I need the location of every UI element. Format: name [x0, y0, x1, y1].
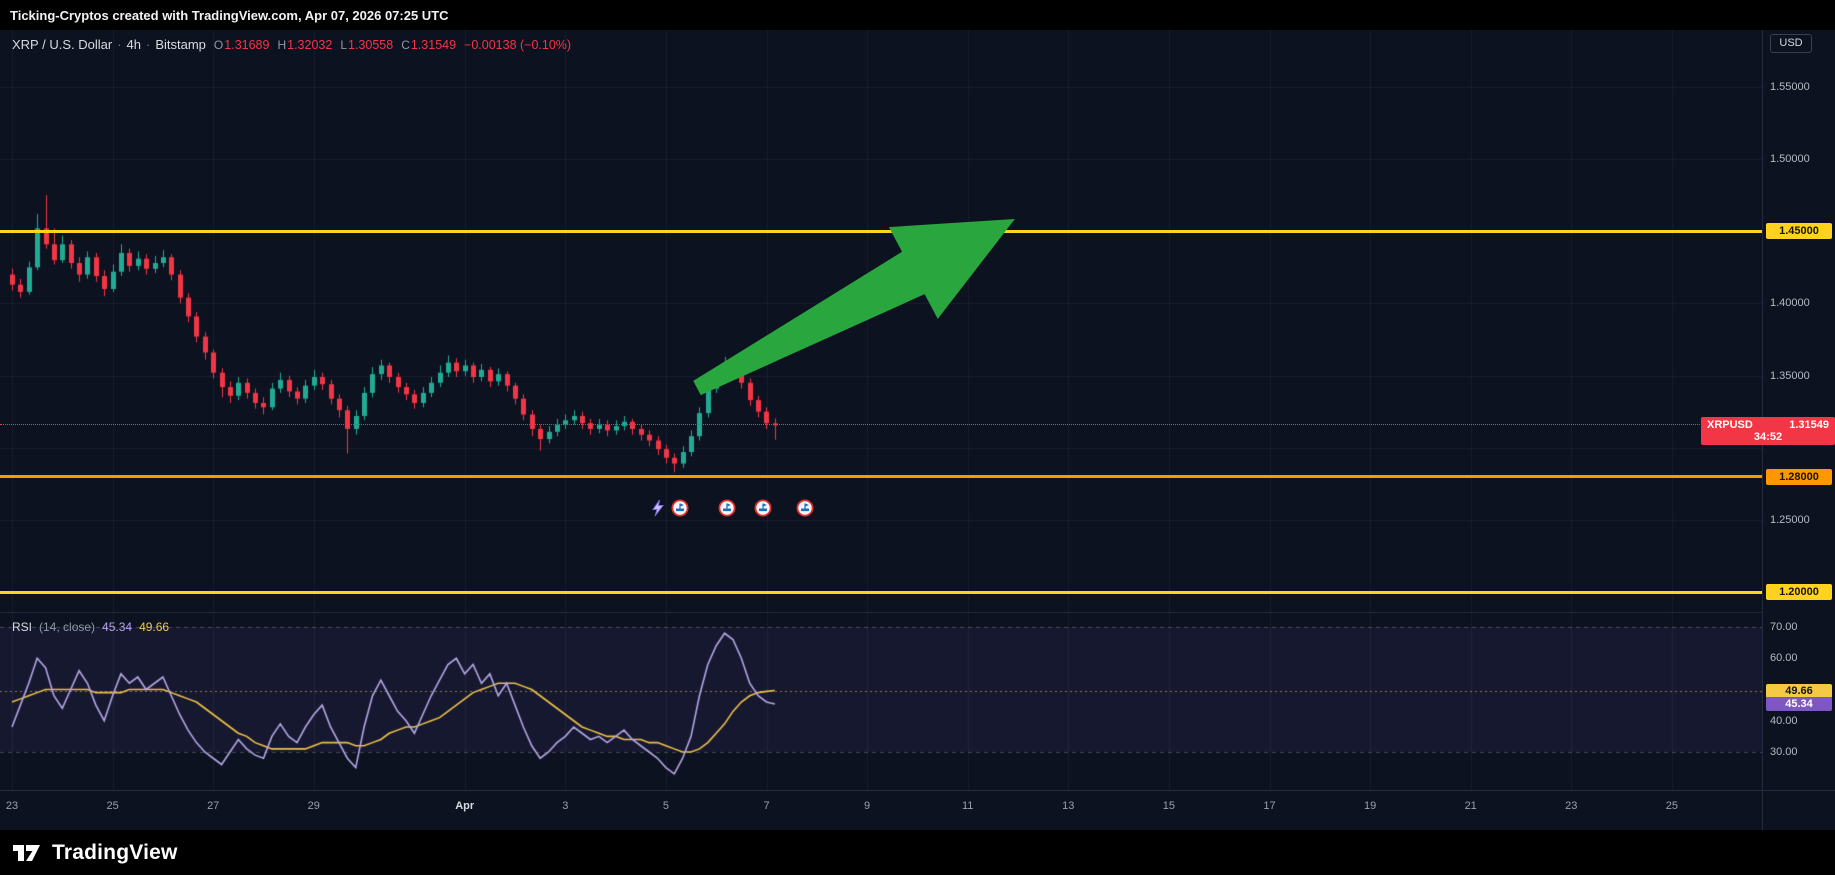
time-axis[interactable]: 23 25 27 29 Apr 3 5 7 9 11 13 15 17 19 21 23 25: [0, 790, 1835, 830]
open-value: 1.31689: [224, 38, 270, 52]
chart-canvas[interactable]: [0, 30, 1762, 790]
rsi-tick-label: 30.00: [1770, 746, 1798, 758]
rsi-title[interactable]: RSI: [12, 620, 33, 634]
brand-name: TradingView: [52, 840, 178, 864]
open-label: O: [213, 38, 224, 52]
rsi-value: 45.34: [102, 620, 133, 634]
level-price-badge: 1.28000: [1766, 468, 1832, 485]
price-tick-label: 1.25000: [1770, 513, 1810, 526]
level-price-badge: 1.45000: [1766, 223, 1832, 240]
time-tick-label: 7: [763, 800, 770, 812]
rsi-value-badge: 49.66: [1766, 683, 1832, 698]
time-tick-label: 13: [1062, 800, 1075, 812]
price-tick-label: 1.50000: [1770, 153, 1810, 166]
current-price-line[interactable]: [0, 424, 1762, 426]
bar-countdown: 34:52: [1753, 431, 1783, 444]
ship-marker-icon[interactable]: [754, 499, 772, 517]
ship-marker-icon[interactable]: [718, 499, 736, 517]
pane-separator[interactable]: [0, 612, 1762, 613]
level-price-badge: 1.20000: [1766, 584, 1832, 600]
current-price-symbol: XRPUSD: [1707, 419, 1753, 432]
interval-label[interactable]: 4h: [126, 37, 141, 52]
price-scale[interactable]: USD 1.45000 1.28000 1.20000 1.55000 1.50000 1…: [1762, 30, 1835, 830]
currency-toggle-button[interactable]: USD: [1770, 34, 1812, 53]
close-value: 1.31549: [410, 38, 457, 52]
ship-marker-icon[interactable]: [796, 499, 814, 517]
low-value: 1.30558: [348, 38, 394, 52]
time-tick-label: 27: [207, 800, 220, 812]
close-label: C: [401, 38, 410, 52]
snapshot-caption: Ticking-Cryptos created with TradingView…: [10, 7, 449, 23]
low-label: L: [340, 38, 347, 52]
time-tick-label: 25: [1665, 800, 1679, 812]
time-tick-label: 3: [562, 800, 569, 812]
rsi-ma-value: 49.66: [139, 620, 170, 634]
high-label: H: [277, 38, 287, 52]
time-tick-label: Apr: [455, 800, 475, 812]
rsi-value-badge: 45.34: [1766, 697, 1832, 712]
price-tick-label: 1.40000: [1770, 297, 1810, 310]
level-line-1.45000[interactable]: [0, 229, 1762, 233]
symbol-title[interactable]: XRP / U.S. Dollar: [12, 37, 113, 52]
time-tick-label: 15: [1162, 800, 1176, 812]
current-price-badge: XRPUSD 1.31549 34:52: [1701, 417, 1835, 446]
rsi-tick-label: 70.00: [1770, 621, 1798, 633]
exchange-label: Bitstamp: [155, 37, 206, 52]
lightning-marker-icon[interactable]: [649, 499, 667, 517]
up-trend-arrow[interactable]: [660, 165, 1060, 435]
change-value: −0.00138 (−0.10%): [464, 38, 572, 52]
time-tick-label: 17: [1263, 800, 1276, 812]
level-line-1.20000[interactable]: [0, 590, 1762, 594]
snapshot-caption-bar: Ticking-Cryptos created with TradingView…: [0, 0, 1835, 30]
time-tick-label: 9: [864, 800, 871, 812]
time-tick-label: 5: [662, 800, 669, 812]
time-tick-label: 23: [5, 800, 19, 812]
price-tick-label: 1.35000: [1770, 369, 1810, 382]
legend-separator: ·: [117, 37, 122, 52]
rsi-params: (14, close): [39, 620, 96, 634]
price-tick-label: 1.55000: [1770, 81, 1810, 93]
brand-bar: TradingView: [0, 830, 1835, 875]
current-price-value: 1.31549: [1789, 419, 1829, 432]
level-line-1.28000[interactable]: [0, 475, 1762, 479]
rsi-tick-label: 60.00: [1770, 652, 1798, 665]
tradingview-logo-icon: [13, 844, 40, 861]
rsi-legend: RSI (14, close) 45.34 49.66: [12, 620, 169, 634]
rsi-tick-label: 40.00: [1770, 714, 1798, 727]
time-tick-label: 19: [1363, 800, 1377, 812]
time-tick-label: 25: [106, 800, 119, 812]
up-trend-arrow-shape[interactable]: [673, 173, 1040, 434]
high-value: 1.32032: [287, 38, 333, 52]
time-tick-label: 11: [961, 800, 974, 812]
ship-marker-icon[interactable]: [671, 499, 689, 517]
legend-separator: ·: [146, 37, 151, 52]
time-tick-label: 29: [307, 800, 320, 812]
time-tick-label: 21: [1464, 800, 1477, 812]
time-tick-label: 23: [1565, 800, 1578, 812]
symbol-legend: XRP / U.S. Dollar · 4h · Bitstamp O 1.316…: [12, 37, 571, 52]
